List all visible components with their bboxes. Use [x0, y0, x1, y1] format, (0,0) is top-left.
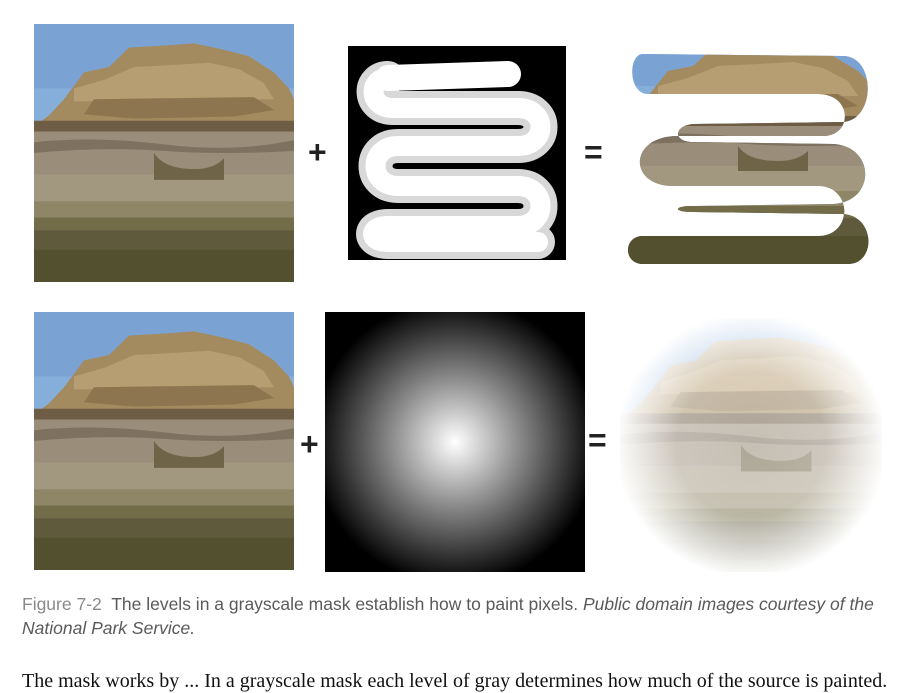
equals-operator-row2: = — [588, 422, 607, 458]
caption-credit: Public domain images courtesy of the Nat… — [22, 594, 874, 638]
radial-gradient-mask — [325, 312, 585, 572]
plus-operator-row1: + — [308, 134, 327, 170]
figure-caption: Figure 7-2 The levels in a grayscale mas… — [22, 592, 882, 640]
result-s-curve-photo — [618, 26, 880, 268]
plus-operator-row2: + — [300, 426, 319, 462]
equals-operator-row1: = — [584, 134, 603, 170]
result-faded-photo — [620, 318, 882, 572]
caption-text: The levels in a grayscale mask establish… — [111, 594, 579, 614]
figure-number: Figure 7-2 — [22, 594, 102, 614]
source-photo-row1 — [34, 24, 294, 282]
s-curve-mask — [348, 46, 566, 260]
source-photo-row2 — [34, 312, 294, 570]
